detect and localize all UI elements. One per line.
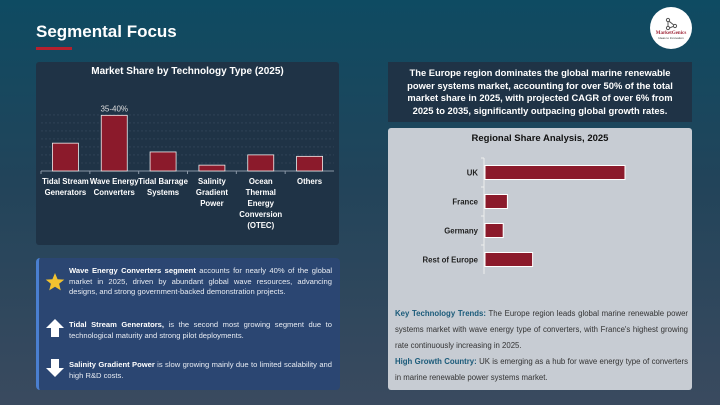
trends-text: Key Technology Trends: The Europe region… <box>395 309 689 382</box>
page-title: Segmental Focus <box>36 22 177 41</box>
arrow-down-icon <box>46 359 64 377</box>
category-label: Others <box>297 177 323 186</box>
category-label: France <box>452 198 478 207</box>
highlight-item: Wave Energy Converters segment accounts … <box>69 266 333 297</box>
bar <box>198 164 226 172</box>
chart-title: Regional Share Analysis, 2025 <box>471 133 609 144</box>
category-label: Ocean <box>249 177 273 186</box>
network-icon <box>665 17 678 30</box>
highlight-item: Tidal Stream Generators, is the second m… <box>69 320 332 340</box>
category-label: UK <box>467 169 479 178</box>
bar <box>52 142 79 172</box>
bar <box>100 114 128 172</box>
regional-bar-chart: UK France Germany Rest of Europe <box>423 157 626 274</box>
category-label: Conversion <box>239 210 282 219</box>
category-label: Converters <box>94 188 136 197</box>
category-label: Power <box>200 199 223 208</box>
bar <box>247 154 275 172</box>
regional-panel: Regional Share Analysis, 2025 UK France Ge… <box>388 128 692 390</box>
highlight-item: Salinity Gradient Power is slow growing … <box>69 360 332 380</box>
category-label: Rest of Europe <box>423 256 479 265</box>
bar <box>484 165 626 180</box>
category-label: Germany <box>444 227 478 236</box>
category-label: Salinity <box>198 177 226 186</box>
technology-chart-panel: Market Share by Technology Type (2025) T… <box>36 62 339 245</box>
category-label: Gradient <box>196 188 228 197</box>
bar <box>484 223 504 238</box>
category-label: Wave Energy <box>90 177 139 186</box>
data-label: 35-40% <box>100 104 128 113</box>
category-label: Tidal Barrage <box>138 177 188 186</box>
logo: MarketGenics Ideas to Innovation <box>650 7 692 49</box>
bar <box>484 194 508 209</box>
highlights-panel: Wave Energy Converters segment accounts … <box>36 258 340 390</box>
bar <box>149 151 177 172</box>
category-label: Generators <box>45 188 87 197</box>
arrow-up-icon <box>46 319 64 337</box>
chart-title: Market Share by Technology Type (2025) <box>91 66 284 77</box>
logo-tagline: Ideas to Innovation <box>658 35 684 40</box>
title-underline <box>36 47 72 50</box>
technology-bar-chart: Tidal Stream Generators 35-40% Wave Energy C… <box>40 104 334 230</box>
bar <box>296 155 323 172</box>
summary-box: The Europe region dominates the global m… <box>388 62 692 122</box>
category-label: Tidal Stream <box>42 177 89 186</box>
category-label: Thermal <box>246 188 276 197</box>
star-icon <box>45 273 65 291</box>
bar <box>484 252 534 267</box>
category-label: Energy <box>248 199 275 208</box>
category-label: (OTEC) <box>247 221 274 230</box>
category-label: Systems <box>147 188 180 197</box>
logo-text: MarketGenics <box>655 30 687 36</box>
